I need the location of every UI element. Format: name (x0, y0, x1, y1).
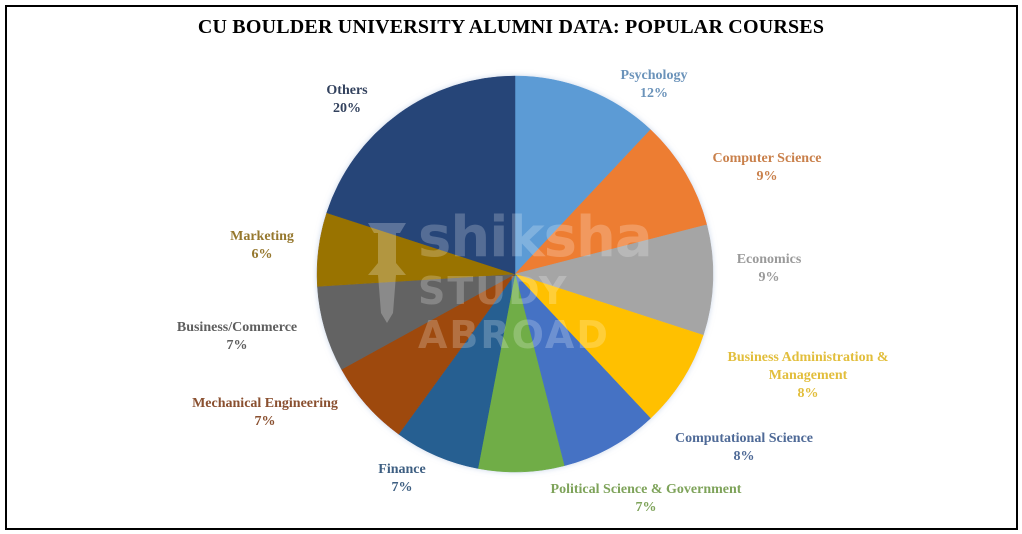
data-label-business-commerce: Business/Commerce 7% (177, 319, 297, 355)
label-percent: 7% (226, 338, 248, 353)
data-label-mechanical-engineering: Mechanical Engineering 7% (192, 395, 338, 431)
label-percent: 7% (254, 414, 276, 429)
data-label-marketing: Marketing 6% (230, 228, 294, 264)
pie-slice-computational-science (514, 273, 651, 467)
label-category: Computational Science (674, 431, 814, 446)
pie-slice-computer-science (514, 129, 708, 275)
chart-title: CU BOULDER UNIVERSITY ALUMNI DATA: POPUL… (197, 16, 825, 38)
label-percent: 20% (333, 101, 361, 116)
label-category: Economics (736, 252, 802, 267)
label-percent: 6% (251, 247, 273, 262)
data-label-psychology: Psychology 12% (621, 67, 688, 103)
data-label-finance: Finance 7% (378, 461, 425, 497)
data-label-economics: Economics 9% (737, 251, 802, 287)
label-category: Finance (378, 462, 426, 477)
label-category: Political Science & Government (550, 482, 742, 497)
pie-slice-psychology (514, 75, 651, 275)
pie-slice-business-administration-management (514, 273, 704, 419)
data-label-political-science-government: Political Science & Government 7% (551, 481, 742, 517)
label-percent: 7% (635, 500, 657, 515)
label-category: Business Administration & (727, 350, 889, 365)
label-percent: 9% (756, 169, 778, 184)
label-category: Others (326, 83, 368, 98)
label-category: Mechanical Engineering (192, 396, 338, 411)
label-category-line2: Management (768, 368, 848, 383)
label-category: Marketing (230, 229, 294, 244)
data-label-computational-science: Computational Science 8% (675, 430, 813, 466)
label-category: Business/Commerce (176, 320, 298, 335)
label-percent: 7% (391, 480, 413, 495)
pie-slice-economics (514, 224, 714, 336)
label-category: Psychology (620, 68, 688, 83)
label-percent: 12% (639, 86, 668, 101)
pie-slice-others (326, 75, 516, 275)
data-label-computer-science: Computer Science 9% (713, 150, 822, 186)
label-category: Computer Science (712, 151, 822, 166)
data-label-others: Others 20% (326, 82, 367, 118)
label-percent: 9% (758, 270, 780, 285)
label-percent: 8% (797, 386, 819, 401)
label-percent: 8% (733, 449, 755, 464)
data-label-business-administration-management: Business Administration & Management 8% (727, 349, 888, 403)
